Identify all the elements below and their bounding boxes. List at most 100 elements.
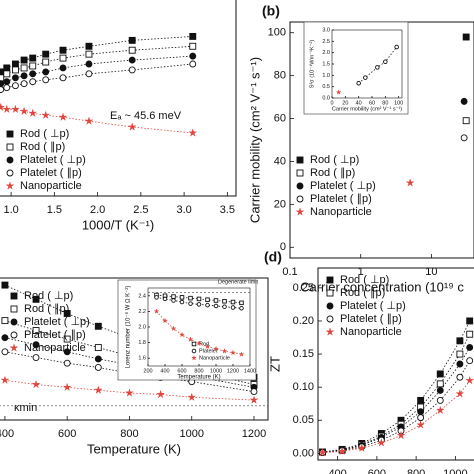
marker [32,295,40,303]
marker [229,349,237,356]
legend-label: Platelet ( ∥p) [340,313,402,325]
marker [238,351,245,357]
marker [11,66,19,74]
marker [1,334,9,342]
y-tick-label: 100 [268,27,286,39]
legend-label: Platelet ( ⊥p) [20,154,86,166]
y-tick-label: 2.4 [138,293,146,299]
legend-marker [10,305,18,313]
marker [460,134,468,142]
legend-marker [9,343,19,352]
marker [31,379,41,389]
marker [3,78,11,86]
x-tick-label: 400 [160,368,169,374]
marker [94,364,102,371]
marker [376,437,386,447]
marker [1,281,9,289]
marker [0,375,10,385]
x-tick-label: 600 [58,428,76,440]
marker [460,97,468,105]
marker [205,302,210,308]
series-line [156,294,242,304]
marker [3,70,11,78]
marker [93,385,103,395]
marker [58,112,68,122]
marker [94,344,102,352]
x-axis-label: Carrier concentration (10¹⁹ c [300,279,464,294]
marker [171,294,176,299]
x-axis-label: 1000/T (K⁻¹) [82,217,154,232]
series-line [322,334,471,453]
x-axis-label: Temperature (K) [87,441,181,456]
marker [189,60,197,68]
marker [59,54,67,62]
marker [128,46,136,54]
y-tick-label: 3.0 [322,27,330,33]
marker [0,80,5,88]
marker [59,74,67,82]
x-tick-label: 1.5 [47,204,62,216]
legend-marker [190,354,198,361]
marker [85,70,93,78]
legend-marker [6,156,14,164]
y-tick-label: 0 [280,241,286,253]
marker [32,354,40,361]
x-tick-label: 1000 [179,428,203,440]
legend-label: Nanoparticle [24,342,86,354]
marker [337,446,347,456]
marker [85,60,93,68]
legend-marker [296,182,304,190]
x-tick-label: 20 [342,100,348,106]
legend-label: Platelet [199,348,218,354]
marker [94,355,102,363]
marker [127,122,137,131]
marker [356,81,361,86]
marker [189,52,197,60]
x-tick-label: 0.1 [282,266,297,278]
y-tick-label: 1.0 [322,73,330,79]
marker [2,104,12,114]
marker [462,33,470,41]
series-line [0,106,193,134]
legend-marker [326,315,334,323]
marker [20,72,28,80]
marker [417,396,425,404]
y-tick-label: 20 [274,198,286,210]
marker [28,108,38,118]
x-tick-label: 800 [120,428,138,440]
x-tick-label: 1200 [242,428,266,440]
marker [222,304,227,309]
plot-frame [317,267,474,461]
series-line [4,320,255,385]
legend-marker [326,289,334,297]
y-tick-label: 0.15 [293,348,314,360]
y-tick-label: 0.05 [293,414,314,426]
marker [32,341,40,349]
marker [465,375,474,385]
marker [394,44,399,50]
marker [178,331,186,338]
x-axis-label: Carrier mobility (cm² V⁻¹ s⁻¹) [332,106,402,112]
marker [239,300,244,306]
legend-marker [6,169,14,177]
marker [85,42,93,50]
marker [128,36,136,44]
x-tick-label: 3.5 [220,204,235,216]
panel-label: (b) [262,3,280,19]
legend-label: Rod [199,341,209,347]
marker [19,106,29,116]
marker [196,296,202,302]
marker [383,59,388,64]
legend-label: Platelet ( ∥p) [20,167,82,179]
marker [189,32,197,40]
marker [63,310,71,317]
marker [171,298,176,303]
marker [396,430,406,440]
marker [205,297,210,302]
marker [456,360,464,368]
marker [179,295,185,300]
marker [436,396,444,404]
x-axis-label: Temperature (K) [177,375,220,381]
y-tick-label: 0.25 [293,282,314,294]
